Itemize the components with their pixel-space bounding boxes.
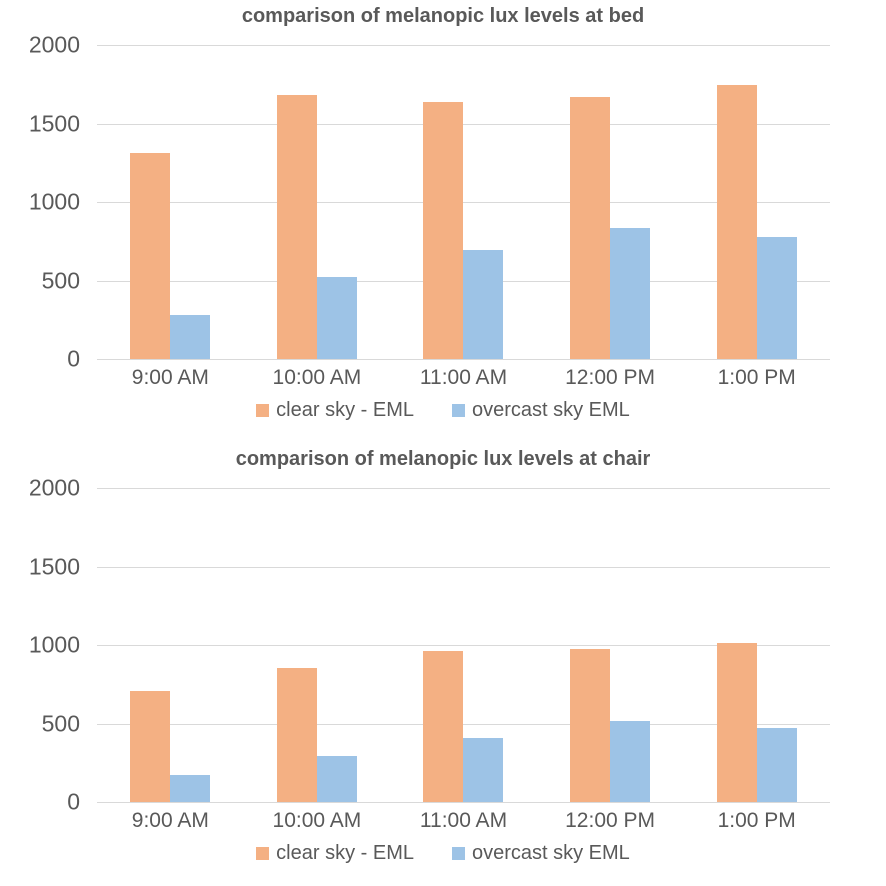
bar-clear-sky <box>423 101 464 359</box>
y-axis-tick-label: 500 <box>41 267 80 293</box>
bar-group <box>683 488 830 802</box>
x-axis-category-label: 11:00 AM <box>419 366 508 389</box>
bar-groups <box>97 45 830 359</box>
x-axis-category-label: 9:00 AM <box>131 809 209 832</box>
legend-item: overcast sky EML <box>451 399 630 422</box>
legend-item: overcast sky EML <box>451 842 630 865</box>
bar-clear-sky <box>276 95 317 359</box>
x-axis-category-label: 12:00 PM <box>565 809 656 832</box>
bar-group <box>683 45 830 359</box>
bar-clear-sky <box>716 643 757 802</box>
gridline <box>97 123 830 125</box>
x-axis-category-label: 10:00 AM <box>272 366 362 389</box>
y-axis-tick-label: 1000 <box>28 631 80 658</box>
y-axis-tick-label: 1000 <box>28 188 80 215</box>
x-axis-category-label: 11:00 AM <box>419 809 508 832</box>
x-axis: 9:00 AM 10:00 AM 11:00 AM 12:00 PM 1:00 PM <box>97 359 830 390</box>
x-axis: 9:00 AM 10:00 AM 11:00 AM 12:00 PM 1:00 PM <box>97 802 830 833</box>
bar-overcast-sky <box>170 774 211 802</box>
gridline <box>97 202 830 203</box>
bar-group <box>97 488 244 802</box>
bar-overcast-sky <box>610 721 651 802</box>
bar-group <box>390 488 537 802</box>
chart-1: comparison of melanopic lux levels at ch… <box>0 443 886 886</box>
y-axis-tick-label: 1500 <box>28 553 80 579</box>
bar-group <box>390 45 537 359</box>
bar-overcast-sky <box>463 249 504 359</box>
bar-overcast-sky <box>316 277 357 359</box>
chart-title: comparison of melanopic lux levels at ch… <box>235 448 651 470</box>
bar-overcast-sky <box>316 755 357 802</box>
legend-item: clear sky - EML <box>256 399 414 422</box>
y-axis-tick-label: 1500 <box>28 110 80 136</box>
gridline <box>97 45 830 46</box>
x-axis-category-label: 1:00 PM <box>717 809 796 832</box>
chart-title: comparison of melanopic lux levels at be… <box>241 5 645 27</box>
legend: clear sky - EML overcast sky EML <box>0 842 886 865</box>
bar-overcast-sky <box>170 315 211 359</box>
y-axis: 0 500 1000 1500 2000 <box>0 32 80 372</box>
x-axis-category-label: 10:00 AM <box>272 809 362 832</box>
y-axis-tick-label: 2000 <box>28 31 80 58</box>
legend-label: overcast sky EML <box>471 399 630 421</box>
bar-overcast-sky <box>756 728 797 802</box>
legend: clear sky - EML overcast sky EML <box>0 399 886 422</box>
legend-label: clear sky - EML <box>276 399 414 421</box>
y-axis: 0 500 1000 1500 2000 <box>0 475 80 815</box>
legend-swatch-overcast-sky <box>451 404 465 417</box>
legend-swatch-overcast-sky <box>451 847 465 860</box>
bar-overcast-sky <box>463 737 504 802</box>
bar-clear-sky <box>130 690 171 802</box>
gridline <box>97 566 830 568</box>
x-axis-category-label: 12:00 PM <box>565 366 656 389</box>
legend-item: clear sky - EML <box>256 842 414 865</box>
y-axis-tick-label: 2000 <box>28 474 80 501</box>
gridline <box>97 723 830 725</box>
legend-label: clear sky - EML <box>276 842 414 864</box>
legend-label: overcast sky EML <box>471 842 630 864</box>
gridline <box>97 802 830 803</box>
bar-clear-sky <box>570 648 611 802</box>
bar-group <box>97 45 244 359</box>
chart-0: comparison of melanopic lux levels at be… <box>0 5 886 422</box>
bar-overcast-sky <box>756 236 797 359</box>
bar-group <box>244 45 391 359</box>
legend-swatch-clear-sky <box>256 404 270 417</box>
y-axis-tick-label: 0 <box>67 345 80 372</box>
bar-group <box>537 45 684 359</box>
bar-overcast-sky <box>610 227 651 359</box>
plot-area: 0 500 1000 1500 2000 <box>29 475 830 815</box>
legend-swatch-clear-sky <box>256 847 270 860</box>
plot-area: 0 500 1000 1500 2000 <box>29 32 830 372</box>
bar-group <box>537 488 684 802</box>
x-axis-category-label: 1:00 PM <box>717 366 796 389</box>
bar-clear-sky <box>130 153 171 359</box>
bar-clear-sky <box>716 85 757 359</box>
bar-clear-sky <box>570 96 611 359</box>
gridline <box>97 645 830 646</box>
bar-clear-sky <box>423 650 464 802</box>
bar-group <box>244 488 391 802</box>
bar-clear-sky <box>276 667 317 802</box>
y-axis-tick-label: 0 <box>67 788 80 815</box>
x-axis-category-label: 9:00 AM <box>131 366 209 389</box>
bar-groups <box>97 488 830 802</box>
y-axis-tick-label: 500 <box>41 710 80 736</box>
gridline <box>97 359 830 360</box>
gridline <box>97 488 830 489</box>
